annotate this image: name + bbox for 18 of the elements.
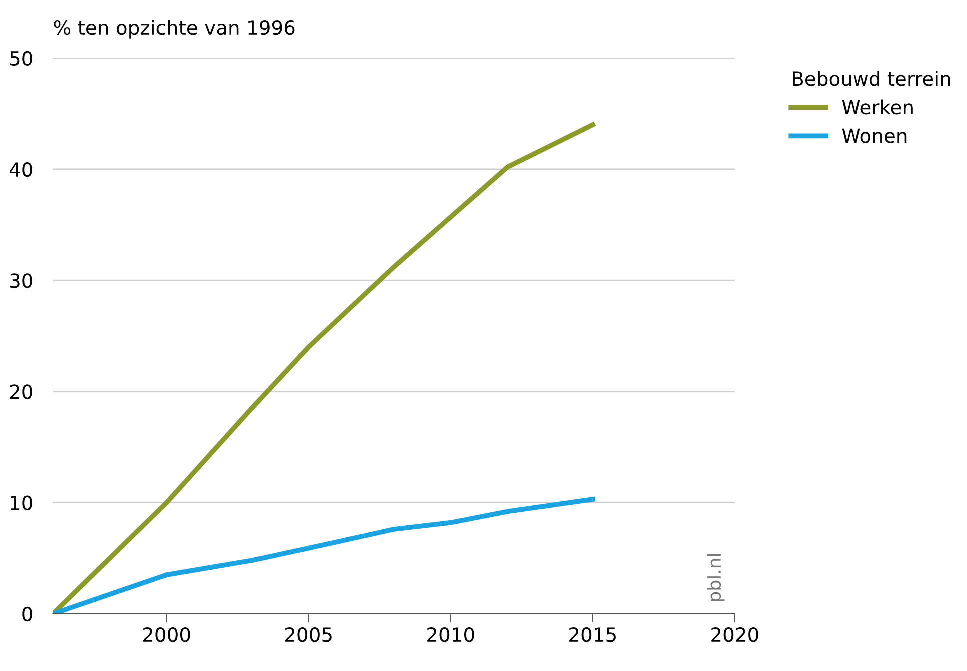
legend-title: Bebouwd terrein	[793, 71, 950, 86]
y-tick-label: 30	[10, 274, 32, 288]
x-tick-label: 2010	[428, 628, 474, 642]
x-tick-label: 2000	[143, 628, 190, 642]
y-tick-label: 20	[10, 384, 32, 400]
y-tick-label: 10	[11, 496, 32, 511]
legend-label: Werken	[842, 100, 913, 115]
line-series	[53, 497, 596, 614]
y-tick-label: 40	[10, 162, 32, 178]
legend-label: Wonen	[842, 128, 907, 144]
line-series	[53, 122, 596, 614]
y-tick-label: 50	[10, 51, 32, 66]
annotation: pbl.nl	[707, 554, 725, 602]
y-axis-title: % ten opzichte van 1996	[54, 20, 295, 39]
x-tick-label: 2015	[570, 628, 616, 642]
x-tick-label: 2020	[712, 628, 758, 642]
x-tick-label: 2005	[286, 628, 332, 642]
y-tick-label: 0	[22, 606, 32, 622]
